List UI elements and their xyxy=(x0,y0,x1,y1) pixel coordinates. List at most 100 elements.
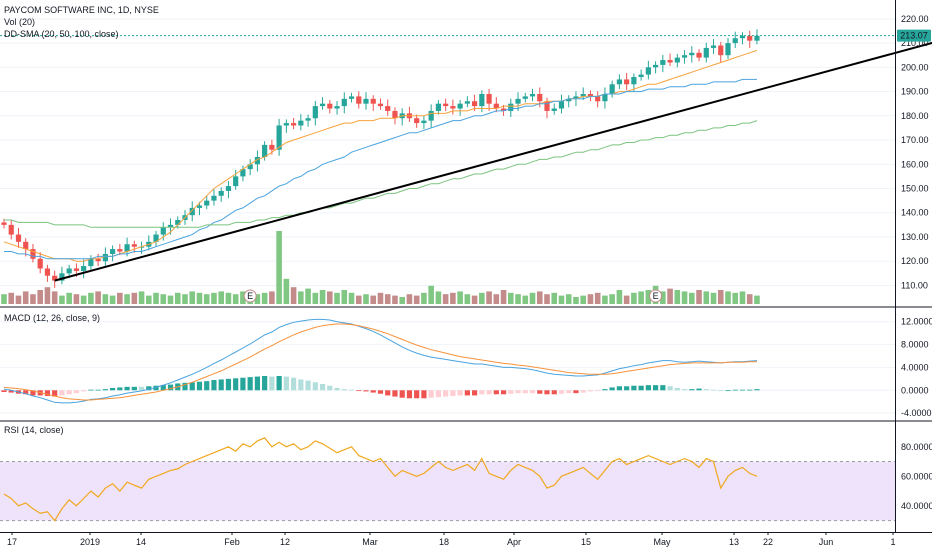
volume-bar xyxy=(399,297,405,304)
macd-histogram-bar xyxy=(421,390,427,399)
volume-legend[interactable]: Vol (20) xyxy=(4,17,35,27)
volume-bar xyxy=(298,291,304,304)
volume-bar xyxy=(51,291,58,304)
rsi-legend[interactable]: RSI (14, close) xyxy=(4,425,64,435)
candle xyxy=(233,169,239,190)
candle xyxy=(500,104,507,116)
time-axis[interactable]: 17 2019 14 Feb 12 Mar 18 Apr 15 May 13 22 Jun 1 xyxy=(7,532,896,547)
candle xyxy=(95,253,101,267)
candle-body xyxy=(392,110,398,119)
candle xyxy=(653,61,659,74)
candle xyxy=(117,244,123,256)
volume-bar xyxy=(319,290,326,304)
candle xyxy=(30,244,36,263)
volume-bar xyxy=(754,295,760,304)
rsi-pane xyxy=(0,437,895,522)
candle xyxy=(348,92,355,103)
candle-body xyxy=(167,224,174,228)
macd-histogram-bar xyxy=(537,390,543,394)
macd-histogram-bar xyxy=(110,388,116,391)
candle-body xyxy=(348,96,355,99)
price-tick-label: 190.00 xyxy=(901,87,929,97)
candle-body xyxy=(377,103,384,107)
volume-bar xyxy=(580,295,586,304)
candle xyxy=(15,228,22,248)
macd-histogram-bar xyxy=(30,390,36,396)
macd-histogram-bar xyxy=(653,385,659,391)
candle xyxy=(754,29,760,45)
candle xyxy=(88,255,94,270)
trendline[interactable] xyxy=(54,24,932,282)
candle-body xyxy=(370,98,376,104)
macd-histogram-bar xyxy=(747,389,753,391)
macd-tick-label: 4.0000 xyxy=(901,362,929,372)
macd-histogram-bar xyxy=(363,390,369,392)
price-axis[interactable]: 220.00 210.00 200.00 190.00 180.00 170.00 160.… xyxy=(901,14,929,291)
macd-histogram-bar xyxy=(414,390,420,399)
price-tick-label: 150.00 xyxy=(901,184,929,194)
earnings-marker[interactable]: E xyxy=(243,289,257,303)
volume-bar xyxy=(196,292,203,304)
volume-bar xyxy=(739,291,746,304)
sma-legend[interactable]: DD-SMA (20, 50, 100, close) xyxy=(4,29,119,39)
macd-histogram-bar xyxy=(370,390,376,393)
volume-bar xyxy=(131,292,138,304)
macd-histogram-bar xyxy=(8,390,14,393)
candle xyxy=(747,30,753,48)
time-tick-label: 2019 xyxy=(80,537,100,547)
macd-histogram-bar xyxy=(558,390,565,394)
volume-bar xyxy=(8,292,15,304)
volume-bar xyxy=(203,294,210,304)
time-tick-label: Feb xyxy=(224,537,240,547)
candle xyxy=(102,247,108,268)
macd-histogram-bar xyxy=(291,377,297,391)
candle-body xyxy=(464,101,470,104)
candle xyxy=(153,230,159,247)
macd-histogram-bar xyxy=(356,390,362,392)
price-tick-label: 200.00 xyxy=(901,62,929,72)
candle xyxy=(624,72,630,91)
candle xyxy=(291,117,297,130)
volume-bar xyxy=(551,292,558,304)
earnings-marker[interactable]: E xyxy=(649,289,663,303)
price-tick-label: 130.00 xyxy=(901,232,929,242)
volume-bar xyxy=(138,291,145,304)
volume-bar xyxy=(587,294,594,304)
volume-bar xyxy=(174,292,181,304)
volume-bar xyxy=(59,295,65,304)
macd-histogram-bar xyxy=(225,378,232,391)
candle-body xyxy=(645,67,651,75)
volume-bar xyxy=(717,290,724,304)
macd-histogram-bar xyxy=(464,390,470,396)
macd-legend[interactable]: MACD (12, 26, close, 9) xyxy=(4,313,100,323)
macd-histogram-bar xyxy=(725,390,731,392)
rsi-axis[interactable]: 80.0000 60.0000 40.0000 xyxy=(901,442,932,511)
macd-histogram-bar xyxy=(44,390,51,396)
candle-body xyxy=(544,101,550,111)
candle xyxy=(276,118,282,156)
macd-histogram-bar xyxy=(319,384,326,391)
candle-body xyxy=(580,93,586,97)
trendline-segment[interactable] xyxy=(54,24,932,282)
candle-body xyxy=(595,96,601,102)
volume-bar xyxy=(450,292,456,304)
macd-axis[interactable]: 12.0000 8.0000 4.0000 0.0000 -4.0000 xyxy=(901,317,932,418)
volume-bar xyxy=(341,290,348,304)
candle-body xyxy=(609,84,615,94)
macd-histogram-bar xyxy=(233,378,239,391)
macd-histogram-bar xyxy=(580,390,586,393)
macd-histogram-bar xyxy=(472,390,478,396)
macd-histogram-bar xyxy=(544,390,550,395)
volume-bar xyxy=(73,294,80,304)
volume-bar xyxy=(189,291,196,304)
time-tick-label: 12 xyxy=(280,537,290,547)
candle-body xyxy=(573,96,579,99)
sma-line-3 xyxy=(4,120,758,228)
macd-histogram-bar xyxy=(703,389,709,391)
candle xyxy=(218,187,224,202)
rsi-series-line xyxy=(3,437,758,522)
candle xyxy=(370,95,376,111)
macd-histogram-bar xyxy=(739,389,746,391)
macd-histogram-bar xyxy=(660,385,666,391)
